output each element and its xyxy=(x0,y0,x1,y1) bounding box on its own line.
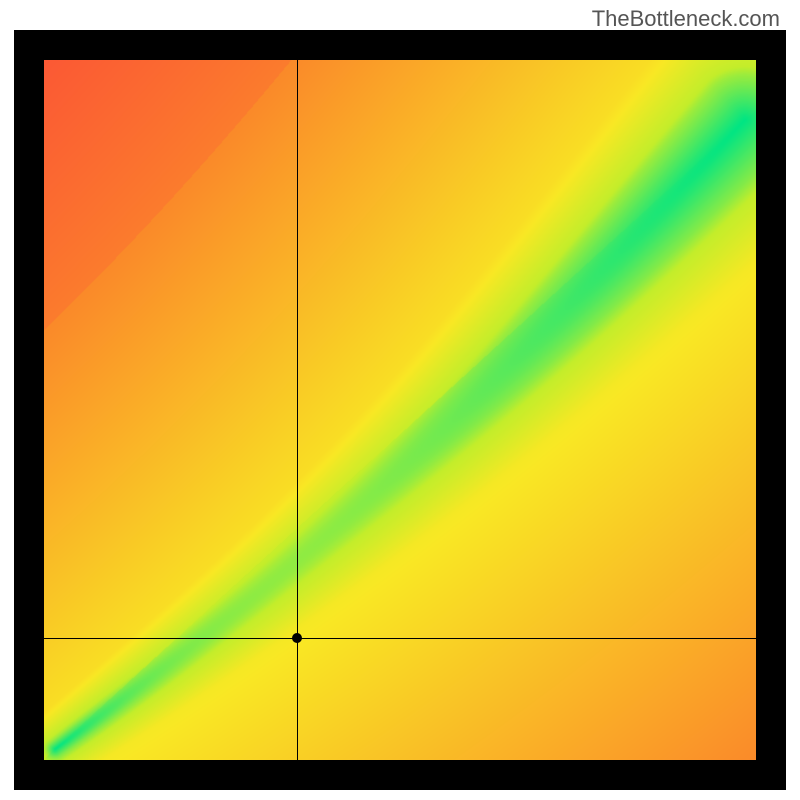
watermark-text: TheBottleneck.com xyxy=(592,6,780,32)
plot-frame xyxy=(14,30,786,790)
plot-area xyxy=(44,60,756,760)
chart-container: TheBottleneck.com xyxy=(0,0,800,800)
heatmap-canvas xyxy=(44,60,756,760)
